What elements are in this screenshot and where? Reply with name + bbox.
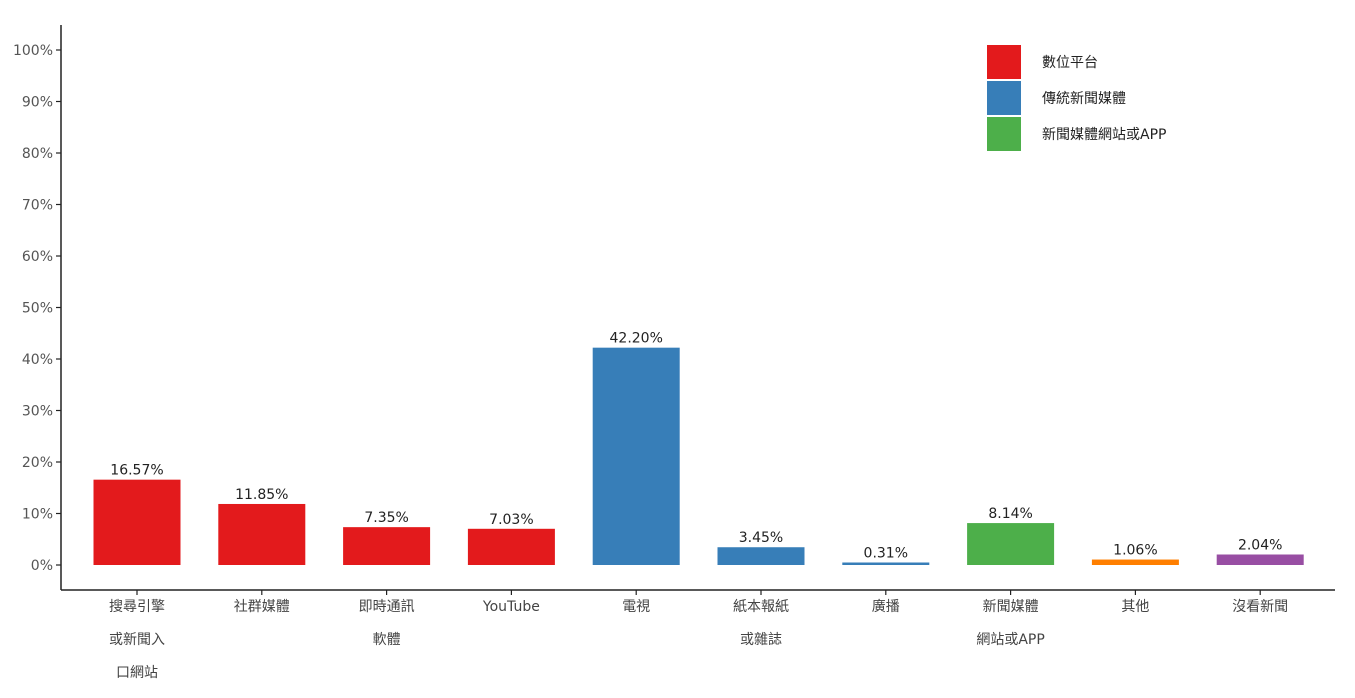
x-tick-label: 其他 bbox=[1121, 599, 1149, 615]
y-axis: 0% 10% 20% 30% 40% 50% 60% 70% 80% 90% 100% bbox=[13, 25, 62, 590]
bar bbox=[93, 479, 181, 565]
x-tick-label: 或雜誌 bbox=[740, 632, 782, 648]
bar bbox=[842, 562, 930, 565]
x-tick-label: 社群媒體 bbox=[234, 599, 290, 615]
x-tick-label: YouTube bbox=[482, 599, 540, 615]
bars: 16.57% 11.85% 7.35% 7.03% 42.20% 3.45% 0.31% 8.… bbox=[93, 331, 1304, 565]
y-tick-label: 50% bbox=[22, 301, 53, 317]
bar bbox=[343, 527, 431, 565]
bar bbox=[717, 547, 805, 565]
y-tick-label: 70% bbox=[22, 198, 53, 214]
y-tick-label: 90% bbox=[22, 95, 53, 111]
x-tick-label: 即時通訊 bbox=[359, 599, 415, 615]
bar-value-label: 42.20% bbox=[610, 331, 663, 347]
legend-swatch bbox=[987, 117, 1021, 151]
x-tick-label: 網站或APP bbox=[976, 632, 1044, 648]
y-tick-label: 40% bbox=[22, 352, 53, 368]
x-tick-label: 搜尋引擎 bbox=[109, 599, 165, 615]
bar bbox=[1091, 559, 1179, 565]
bar-value-label: 1.06% bbox=[1113, 543, 1157, 559]
x-tick-label: 軟體 bbox=[373, 632, 401, 648]
bar-value-label: 7.35% bbox=[364, 510, 408, 526]
bar bbox=[218, 503, 306, 565]
bar-value-label: 16.57% bbox=[110, 463, 163, 479]
legend-swatch bbox=[987, 45, 1021, 79]
bar bbox=[467, 528, 555, 565]
x-tick-label: 或新聞入 bbox=[109, 632, 165, 648]
bar-value-label: 3.45% bbox=[739, 530, 783, 546]
bar-value-label: 11.85% bbox=[235, 487, 288, 503]
y-tick-label: 30% bbox=[22, 404, 53, 420]
legend-label: 數位平台 bbox=[1042, 55, 1098, 71]
legend-label: 新聞媒體網站或APP bbox=[1042, 127, 1166, 143]
bar-value-label: 8.14% bbox=[988, 506, 1032, 522]
y-tick-label: 0% bbox=[31, 558, 53, 574]
x-tick-label: 廣播 bbox=[872, 598, 900, 615]
y-tick-label: 100% bbox=[13, 43, 53, 59]
y-tick-label: 60% bbox=[22, 249, 53, 265]
x-tick-label: 新聞媒體 bbox=[983, 599, 1039, 615]
x-tick-label: 沒看新聞 bbox=[1232, 598, 1288, 615]
bar-value-label: 0.31% bbox=[864, 546, 908, 562]
bar bbox=[967, 523, 1055, 565]
bar-value-label: 2.04% bbox=[1238, 537, 1282, 553]
legend-swatch bbox=[987, 81, 1021, 115]
bar bbox=[592, 347, 680, 565]
bar bbox=[1216, 554, 1304, 565]
x-tick-label: 口網站 bbox=[116, 665, 158, 681]
y-tick-label: 20% bbox=[22, 455, 53, 471]
bar-value-label: 7.03% bbox=[489, 512, 533, 528]
x-tick-label: 電視 bbox=[622, 599, 650, 615]
legend-label: 傳統新聞媒體 bbox=[1042, 91, 1126, 107]
y-tick-label: 80% bbox=[22, 146, 53, 162]
x-tick-label: 紙本報紙 bbox=[733, 599, 789, 615]
y-tick-label: 10% bbox=[22, 507, 53, 523]
